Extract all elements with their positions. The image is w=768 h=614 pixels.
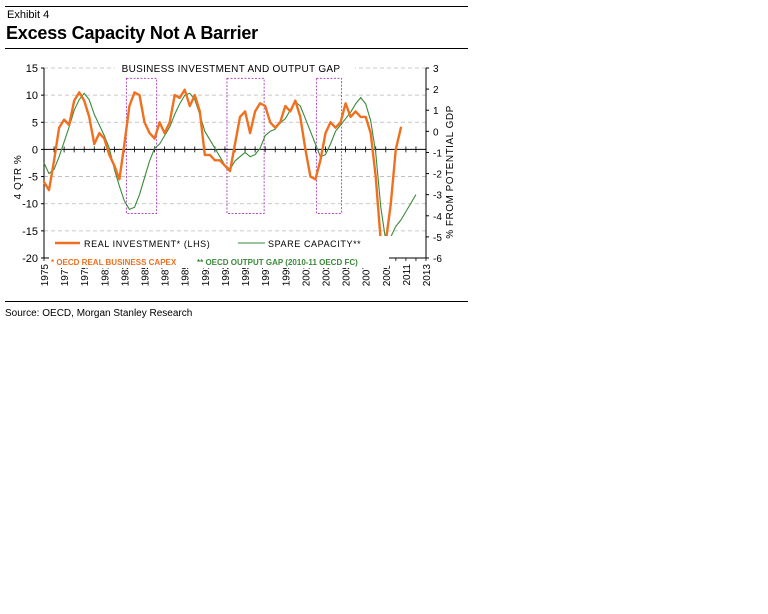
highlight-box-0 [125, 77, 158, 214]
exhibit-label: Exhibit 4 [7, 9, 50, 21]
right-tick-label-6: -3 [433, 191, 442, 202]
right-axis-label: % FROM POTENTIAL GDP [445, 105, 456, 239]
x-tick-label-14: 2003 [321, 264, 332, 287]
top-rule [5, 6, 468, 7]
x-tick-label-17: 2009 [382, 264, 393, 287]
x-tick-label-11: 1997 [261, 264, 272, 287]
left-tick-label-0: 15 [26, 63, 38, 75]
left-axis-label: 4 QTR % [13, 155, 24, 200]
x-tick-label-15: 2005 [342, 264, 353, 287]
note-investment: * OECD REAL BUSINESS CAPEX [51, 258, 177, 267]
x-axis-ticks: 1975 1977 1979 1981 1983 1985 1987 1989 1991 1993… [40, 258, 433, 286]
x-tick-label-9: 1993 [221, 264, 232, 287]
legend-label-capacity: SPARE CAPACITY** [268, 239, 361, 249]
axes [43, 68, 427, 259]
x-tick-label-5: 1985 [141, 264, 152, 287]
x-tick-label-2: 1979 [80, 264, 91, 287]
x-tick-label-6: 1987 [161, 264, 172, 287]
left-tick-label-3: 0 [32, 144, 38, 156]
highlight-box-1 [226, 77, 265, 214]
x-tick-label-18: 2011 [402, 264, 413, 286]
source-note: Source: OECD, Morgan Stanley Research [5, 308, 193, 319]
right-tick-label-9: -6 [433, 254, 442, 265]
series-line-real-investment [42, 88, 403, 243]
x-tick-label-3: 1981 [100, 264, 111, 287]
x-tick-label-10: 1995 [241, 264, 252, 287]
x-tick-label-8: 1991 [201, 264, 212, 287]
right-tick-label-8: -5 [433, 233, 442, 244]
left-tick-label-4: -5 [28, 172, 38, 184]
x-tick-label-16: 2007 [362, 264, 373, 287]
bottom-rule [5, 301, 468, 302]
left-tick-label-1: 10 [26, 90, 38, 102]
x-tick-label-0: 1975 [40, 264, 51, 287]
x-tick-label-1: 1977 [60, 264, 71, 287]
highlight-box-2 [315, 77, 343, 214]
legend: REAL INVESTMENT* (LHS) SPARE CAPACITY** … [49, 236, 393, 268]
left-axis-ticks: 15 10 5 0 -5 -10 -15 -20 [22, 63, 44, 265]
legend-label-investment: REAL INVESTMENT* (LHS) [84, 239, 210, 249]
right-tick-label-2: 1 [433, 106, 439, 117]
right-tick-label-1: 2 [433, 85, 439, 96]
left-tick-label-6: -15 [22, 226, 38, 238]
x-tick-label-12: 1999 [281, 264, 292, 287]
right-tick-label-3: 0 [433, 127, 439, 138]
x-tick-label-7: 1989 [181, 264, 192, 287]
chart-title-bg [115, 62, 355, 74]
right-axis-ticks: 3 2 1 0 -1 -2 -3 -4 -5 -6 [426, 64, 442, 265]
x-tick-label-13: 2001 [301, 264, 312, 287]
x-tick-label-4: 1983 [120, 264, 131, 287]
note-capacity: ** OECD OUTPUT GAP (2010-11 OECD FC) [197, 258, 358, 267]
chart-title: BUSINESS INVESTMENT AND OUTPUT GAP [122, 64, 341, 75]
title-rule [5, 48, 468, 49]
exhibit-title: Excess Capacity Not A Barrier [6, 23, 258, 43]
x-tick-label-19: 2013 [422, 264, 433, 287]
legend-bg [53, 236, 393, 249]
notes-bg [49, 256, 389, 268]
left-tick-label-5: -10 [22, 199, 38, 211]
left-tick-label-2: 5 [32, 117, 38, 129]
right-tick-label-0: 3 [433, 64, 439, 75]
series-lines [42, 88, 417, 243]
right-tick-label-4: -1 [433, 148, 442, 159]
right-tick-label-5: -2 [433, 170, 442, 181]
right-tick-label-7: -4 [433, 212, 442, 223]
left-tick-label-7: -20 [22, 253, 38, 265]
